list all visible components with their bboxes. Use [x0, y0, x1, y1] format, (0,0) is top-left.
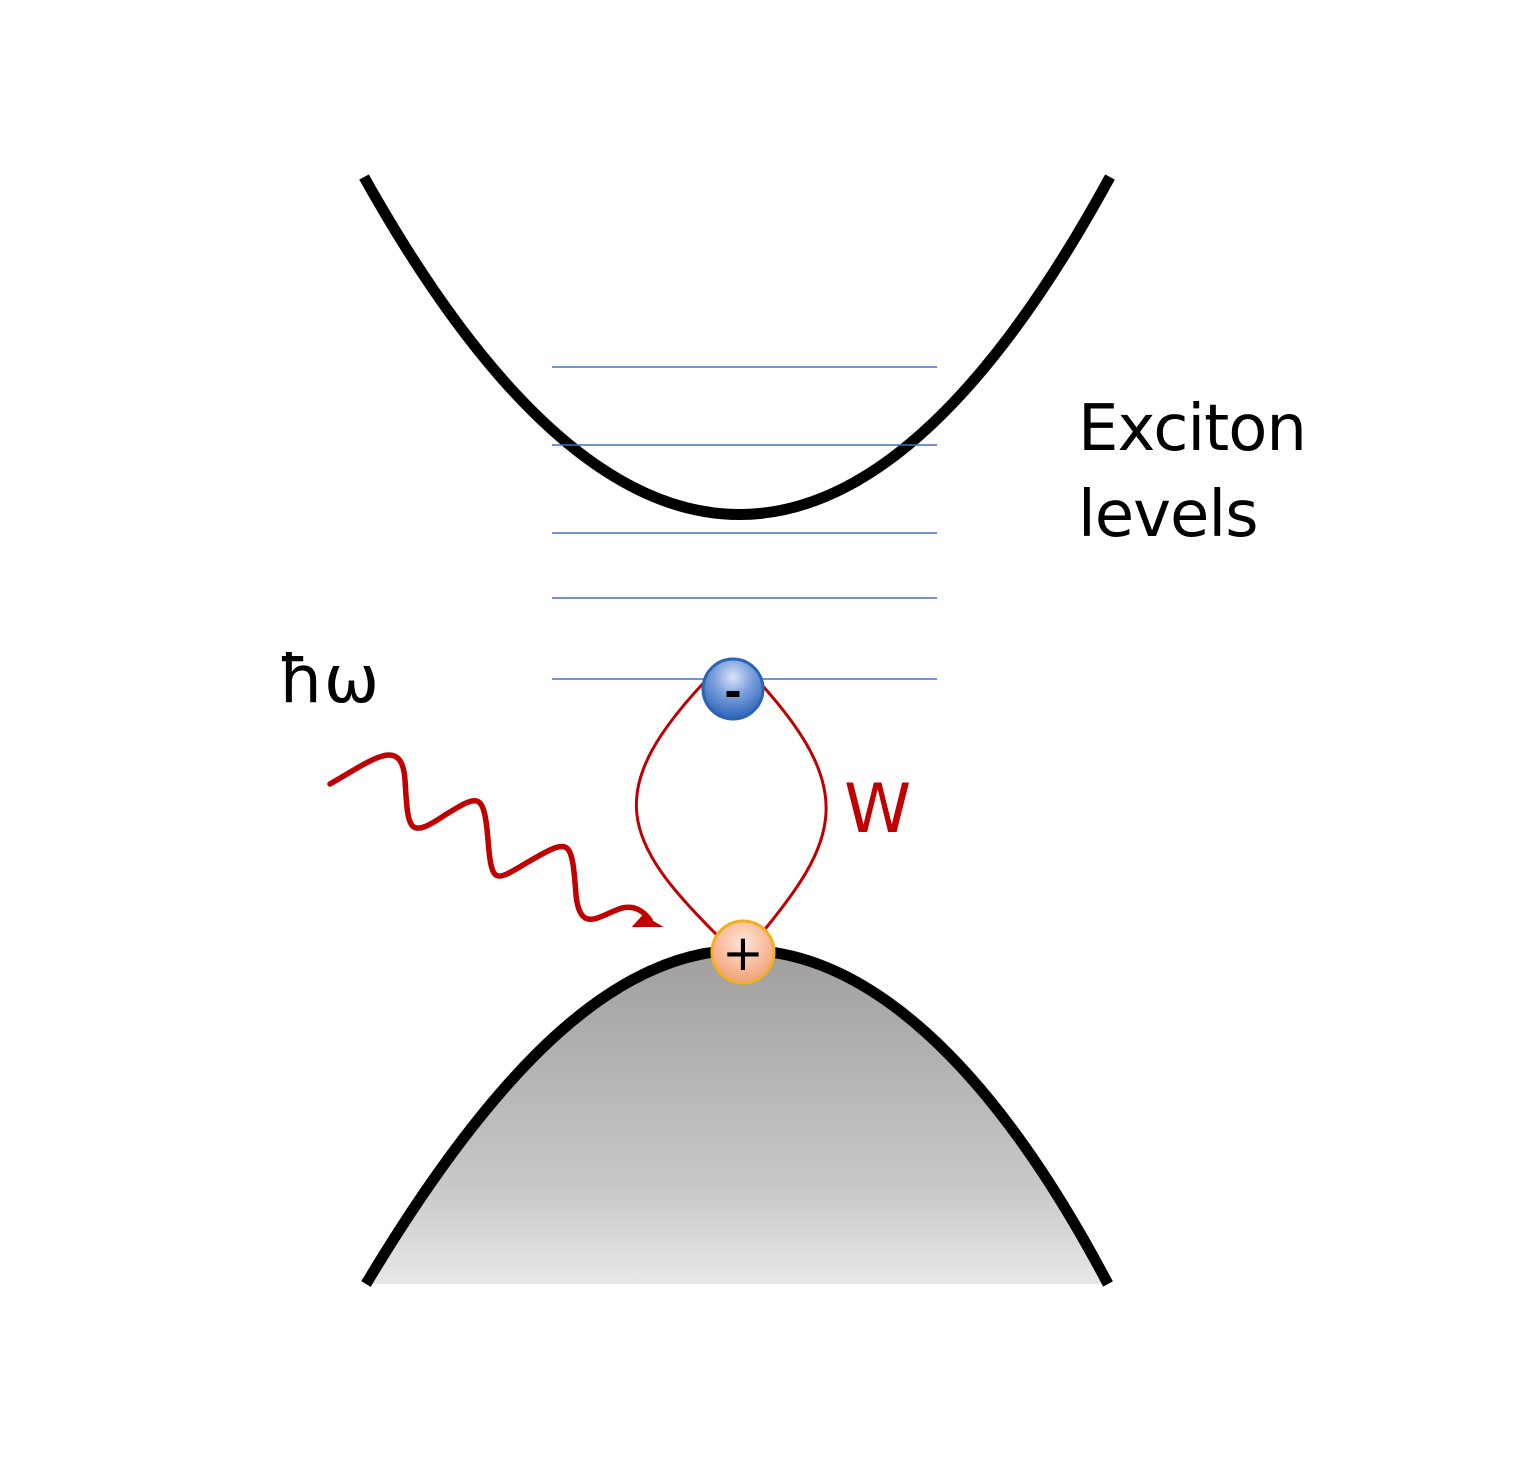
- hole-sign: +: [722, 924, 764, 982]
- exciton-levels-label: Exciton levels: [1078, 386, 1307, 558]
- photon-wave: [327, 752, 653, 923]
- exciton-levels: [552, 366, 937, 680]
- photon-arrowhead: [631, 914, 664, 927]
- interaction-label: W: [844, 770, 912, 849]
- photon-energy-label: ħω: [278, 641, 380, 718]
- interaction-loop-right: [750, 672, 828, 941]
- electron: -: [701, 657, 765, 721]
- conduction-band-curve: [359, 174, 1115, 520]
- exciton-label-line2: levels: [1078, 478, 1259, 552]
- hole: +: [710, 919, 776, 985]
- interaction-loop-left: [634, 672, 724, 942]
- electron-sign: -: [724, 667, 741, 716]
- exciton-label-line1: Exciton: [1078, 392, 1307, 466]
